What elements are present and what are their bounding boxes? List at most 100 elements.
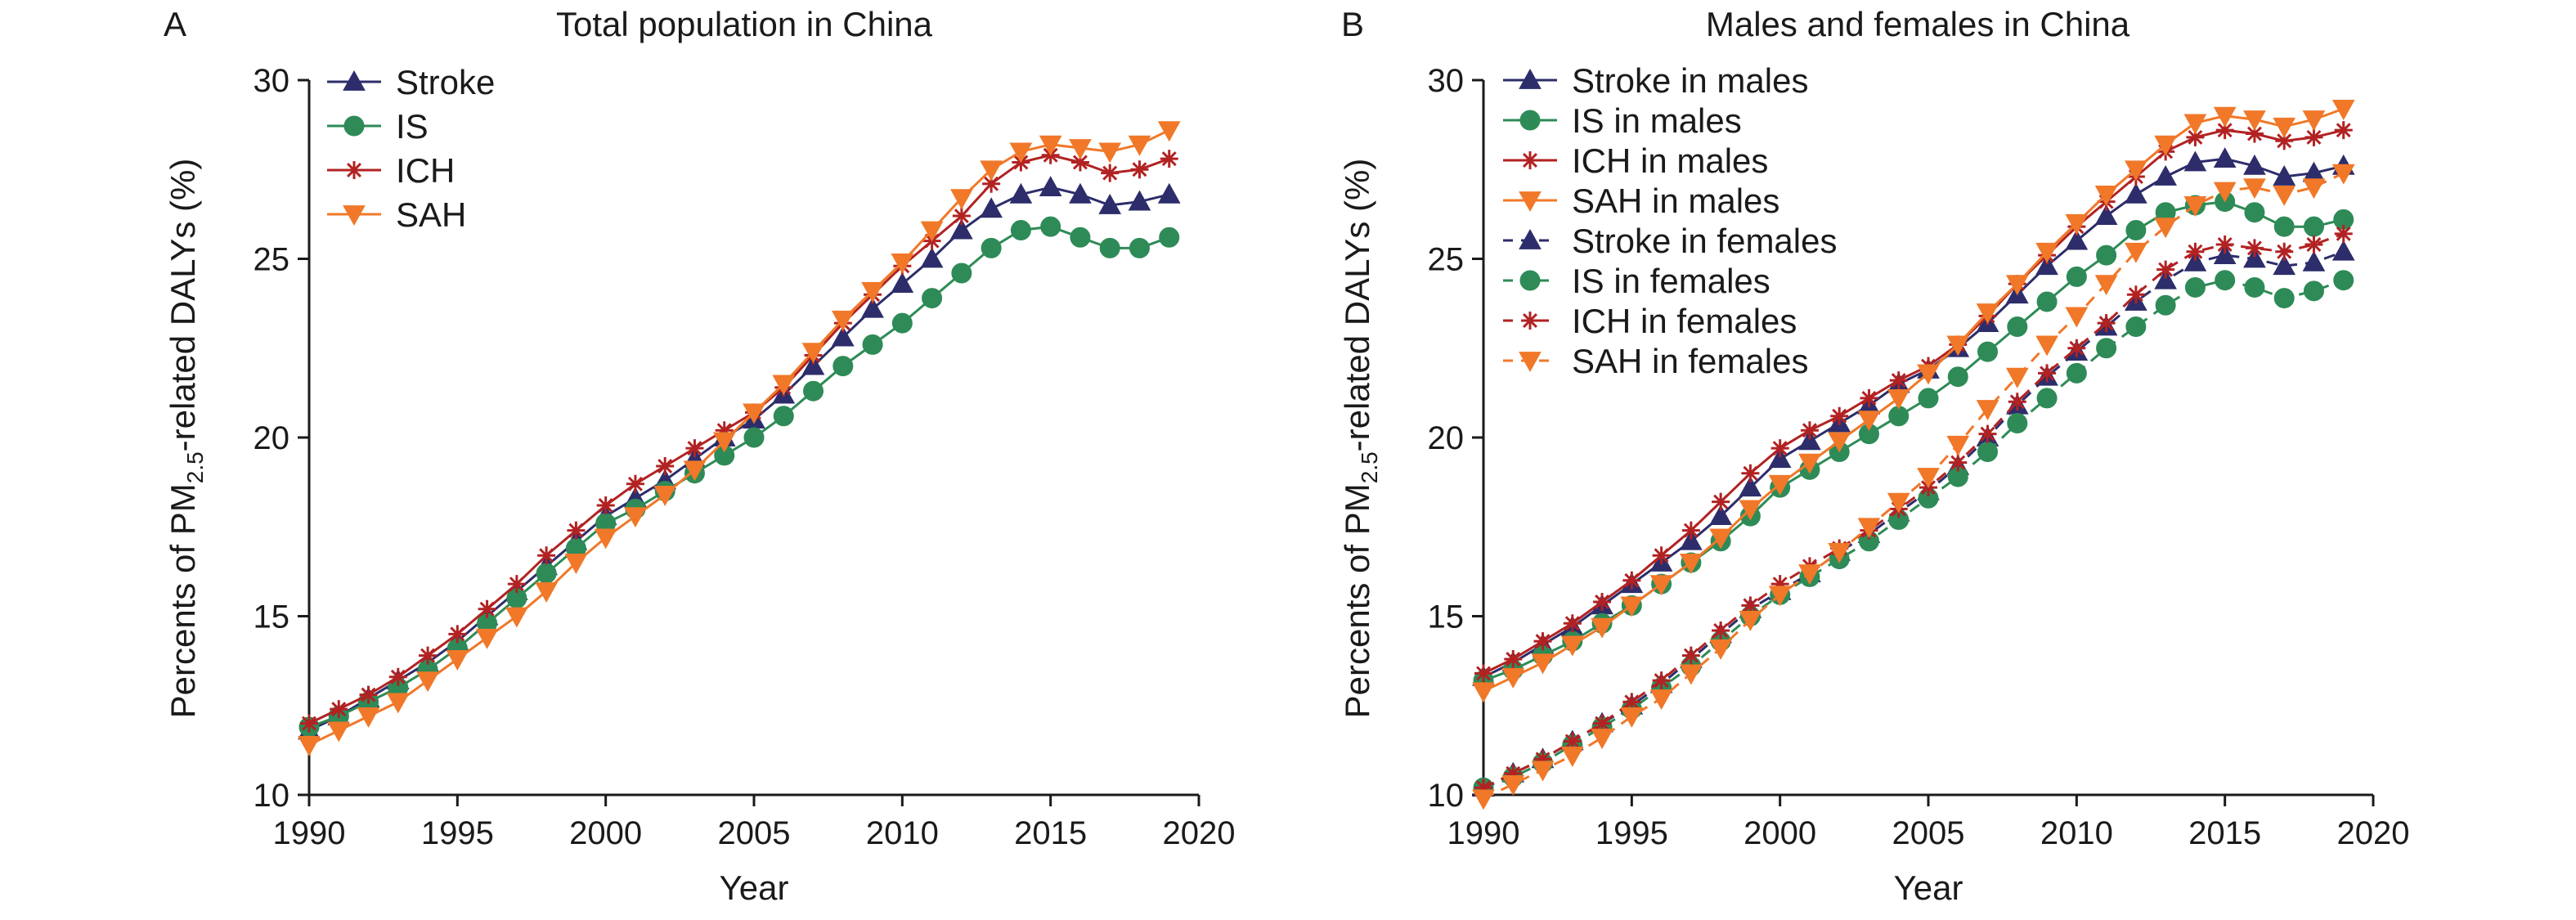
panel-a-data-point-stroke [891, 272, 914, 293]
panel-b-data-point-ich-in-females [2008, 393, 2026, 411]
panel-b-plot-area: 1990 1995 2000 2005 2010 2015 2020 10 15 20 25 30 St… [1428, 61, 2410, 851]
panel-a-data-point-ich [656, 456, 675, 475]
panel-b-data-point-is-in-females [2244, 276, 2265, 298]
panel-b-x-tick-label: 1995 [1595, 815, 1668, 851]
panel-a-data-point-sah [594, 528, 617, 550]
panel-a-data-point-is [862, 334, 883, 355]
panel-a-letter: A [164, 5, 186, 43]
panel-b-data-point-ich-in-females [2186, 242, 2205, 261]
panel-b-data-point-sah-in-females [1917, 468, 1940, 489]
panel-a-legend-label: Stroke [396, 63, 495, 101]
panel-a-data-point-ich [952, 207, 971, 226]
panel-b-data-point-sah-in-males [1887, 389, 1910, 410]
panel-a-x-tick-label: 2015 [1014, 815, 1087, 851]
panel-b-data-point-sah-in-females [2035, 335, 2058, 357]
panel-b-data-point-sah-in-females [1946, 435, 1970, 456]
panel-b-data-point-sah-in-females [1887, 492, 1910, 514]
panel-b-data-point-ich-in-females [2275, 242, 2294, 261]
panel-a-data-point-sah [861, 281, 884, 303]
panel-b-x-tick-label: 2015 [2188, 815, 2261, 851]
panel-b-data-point-ich-in-males [2304, 128, 2323, 146]
panel-b-data-point-is-in-males [1918, 388, 1939, 409]
panel-b-data-point-sah-in-males [1531, 653, 1555, 675]
panel-b-data-point-stroke-in-males [1768, 447, 1792, 469]
panel-b-data-point-ich-in-males [1652, 546, 1671, 565]
panel-b-data-point-is-in-males [1977, 341, 1999, 362]
panel-b-data-point-ich-in-males [1533, 632, 1552, 651]
panel-b-data-point-sah-in-males [1472, 682, 1495, 703]
panel-b-data-point-ich-in-males [1860, 388, 1878, 407]
panel-b-y-tick-label: 10 [1428, 778, 1465, 814]
panel-b-data-point-ich-in-males [1741, 464, 1760, 482]
panel-a-legend-label: IS [396, 107, 429, 146]
panel-a-y-tick-label: 10 [254, 778, 290, 814]
panel-b-legend-item-ich-in-females: ICH in females [1503, 302, 1797, 340]
panel-b-data-point-ich-in-males [2215, 121, 2234, 140]
panel-b-data-point-stroke-in-females [2273, 254, 2296, 276]
panel-b-data-point-is-in-males [2036, 291, 2058, 312]
panel-b-data-point-ich-in-females [2304, 236, 2323, 254]
panel-a-data-point-ich [507, 575, 526, 594]
panel-b-data-point-sah-in-males [1709, 528, 1732, 550]
panel-a-data-point-is [1040, 216, 1061, 237]
panel-a-x-axis-title: Year [720, 868, 789, 907]
panel-b-series-sah-in-males [1472, 100, 2355, 703]
panel-a-data-point-sah [1069, 139, 1092, 160]
panel-a-legend-label: SAH [396, 195, 466, 234]
panel-b-data-point-is-in-females [2215, 270, 2236, 291]
panel-b-y-axis-title: Percents of PM2.5-related DALYs (%) [1338, 159, 1382, 719]
panel-a-plot-area: 1990 1995 2000 2005 2010 2015 2020 10 15 20 25 30 St… [254, 63, 1236, 851]
panel-a-data-point-sah [831, 310, 855, 331]
panel-a-data-point-sah [1157, 121, 1181, 142]
panel-b-data-point-sah-in-females [2005, 367, 2029, 388]
panel-a-data-point-ich [982, 174, 1001, 193]
panel-b-data-point-sah-in-females [1768, 586, 1792, 607]
panel-b-data-point-is-in-males [1947, 366, 1968, 388]
panel-b-data-point-ich-in-females [1949, 453, 1968, 472]
panel-b-data-point-sah-in-males [2273, 117, 2296, 138]
panel-a-data-point-sah [920, 221, 944, 242]
panel-b-series-ich-in-females [1474, 224, 2353, 797]
panel-a-legend-item-is: IS [327, 107, 429, 146]
panel-b-data-point-stroke-in-males [2213, 147, 2237, 168]
panel-a-legend-item-sah: SAH [327, 195, 466, 234]
panel-b-data-point-sah-in-females [1591, 729, 1613, 750]
panel-b-data-point-is-in-males [2303, 216, 2324, 237]
panel-a-data-point-ich [1160, 150, 1178, 168]
panel-b-data-point-is-in-females [2273, 288, 2295, 309]
panel-b-data-point-ich-in-males [1622, 571, 1641, 590]
panel-b-x-tick-label: 2010 [2040, 815, 2113, 851]
panel-a-data-point-is [773, 406, 794, 427]
panel-a-data-point-sah [1128, 135, 1151, 156]
panel-b-data-point-is-in-females [2066, 362, 2087, 384]
panel-a-data-point-ich [567, 521, 586, 540]
panel-a-y-tick-label: 25 [254, 242, 290, 278]
panel-a-data-point-is [803, 380, 824, 402]
panel-b-data-point-is-in-females [2184, 276, 2206, 298]
panel-a-y-axis-title-suffix: -related DALYs (%) [164, 159, 202, 452]
panel-a-y-axis-title-prefix: Percents of PM [164, 483, 202, 718]
panel-b-data-point-sah-in-males [1680, 554, 1703, 574]
panel-b-data-point-ich-in-males [1800, 421, 1819, 440]
panel-b-data-point-stroke-in-females [2302, 250, 2326, 272]
panel-b-y-axis-title-prefix: Percents of PM [1338, 483, 1376, 718]
panel-a-data-point-ich [685, 439, 704, 458]
panel-b-legend-item-ich-in-males: ICH in males [1503, 141, 1768, 180]
panel-b-data-point-stroke-in-males [2065, 229, 2089, 250]
panel-b-data-point-sah-in-females [1560, 747, 1584, 767]
panel-a-data-point-ich [626, 474, 644, 493]
panel-a-legend-marker [343, 205, 366, 227]
panel-b-data-point-stroke-in-males [2125, 182, 2147, 204]
panel-b-legend-marker [1519, 110, 1541, 131]
panel-a-data-point-ich [537, 546, 556, 565]
panel-b-data-point-sah-in-females [1739, 610, 1762, 631]
panel-b-data-point-sah-in-males [2035, 242, 2058, 263]
panel-a-data-point-sah [1009, 142, 1033, 164]
panel-a-data-point-sah [683, 460, 707, 482]
panel-b-y-axis-title-suffix: -related DALYs (%) [1338, 159, 1376, 452]
panel-b-legend-marker [1519, 191, 1542, 213]
panel-b-data-point-sah-in-females [1798, 564, 1821, 586]
panel-b-legend-item-sah-in-females: SAH in females [1503, 342, 1808, 380]
panel-b-data-point-sah-in-females [1680, 664, 1703, 685]
panel-b-data-point-stroke-in-females [2154, 268, 2177, 289]
